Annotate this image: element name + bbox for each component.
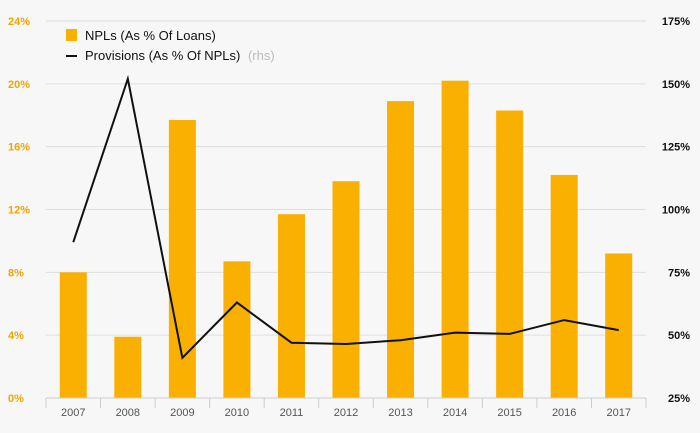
x-tick-label: 2016 [552,407,576,419]
x-axis: 2007 2008 2009 2010 2011 2012 2013 2014 2015 2016… [45,397,647,419]
right-tick-label: 125% [662,142,690,154]
right-tick-label: 50% [668,330,690,342]
right-y-axis: 25% 50% 75% 100% 125% 150% 175% [662,16,690,405]
legend-label-provisions-suffix: (rhs) [248,48,275,63]
x-tick-label: 2015 [497,407,521,419]
left-tick-label: 24% [8,16,30,28]
left-tick-label: 12% [8,205,30,217]
legend: NPLs (As % Of Loans) Provisions (As % Of… [66,28,275,63]
left-tick-label: 16% [8,142,30,154]
npl-bar [605,253,633,398]
right-tick-label: 175% [662,16,690,28]
right-tick-label: 75% [668,267,690,279]
npl-bar [223,261,251,398]
npl-bar [496,110,524,398]
left-tick-label: 8% [8,267,24,279]
npl-bar [168,119,196,399]
x-tick-label: 2017 [606,407,630,419]
left-tick-label: 0% [8,393,24,405]
x-tick-label: 2012 [334,407,358,419]
left-tick-label: 4% [8,330,24,342]
x-tick-label: 2009 [170,407,194,419]
x-tick-label: 2011 [280,407,304,419]
x-tick-label: 2013 [388,407,412,419]
right-tick-label: 150% [662,79,690,91]
npl-bar [441,80,469,399]
npl-bar [550,174,578,398]
npl-bars [59,80,633,399]
npl-bar [332,181,360,398]
legend-label-npls: NPLs (As % Of Loans) [85,28,216,43]
x-tick-label: 2014 [443,407,467,419]
legend-label-provisions: Provisions (As % Of NPLs) (rhs) [85,48,275,63]
x-tick-label: 2008 [116,407,140,419]
x-tick-label: 2010 [225,407,249,419]
legend-label-provisions-main: Provisions (As % Of NPLs) [85,48,240,63]
npl-bar [387,101,415,399]
right-tick-label: 25% [668,393,690,405]
left-y-axis: 0% 4% 8% 12% 16% 20% 24% [8,16,30,405]
x-tick-label: 2007 [61,407,85,419]
provisions-line-group [72,74,619,360]
left-tick-label: 20% [8,79,30,91]
right-tick-label: 100% [662,205,690,217]
npl-bar [59,272,87,398]
npl-bar [114,336,142,398]
npl-bar [277,214,305,398]
legend-swatch-npls [66,29,77,41]
